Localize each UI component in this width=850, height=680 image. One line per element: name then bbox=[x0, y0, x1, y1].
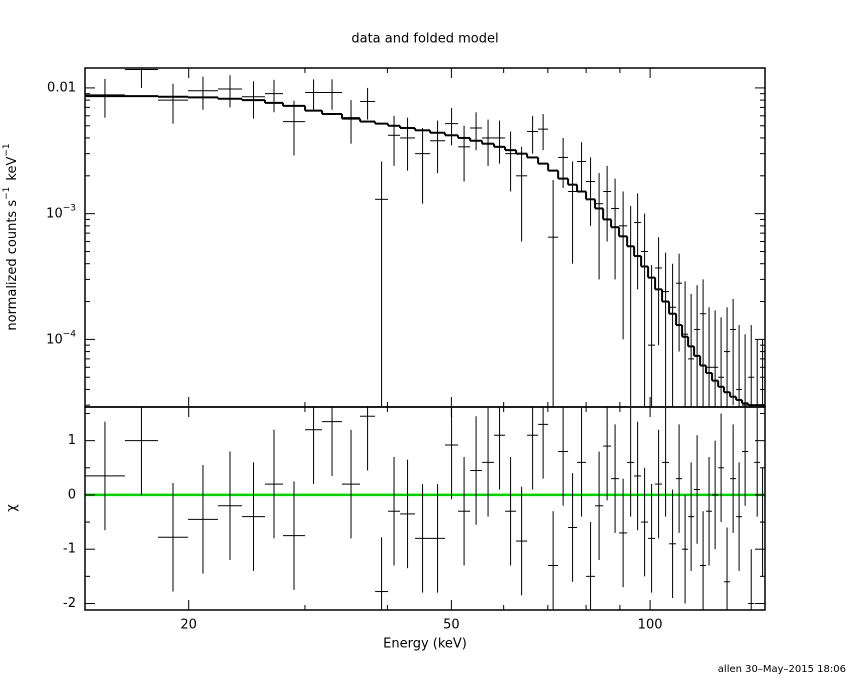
y2-tick-label: 1 bbox=[68, 433, 76, 448]
y-axis-label-exponent: −1 bbox=[2, 187, 12, 200]
y-tick-label-base: 10 bbox=[46, 332, 63, 347]
y-tick-label: 10−4 bbox=[46, 329, 76, 347]
x-tick-label: 20 bbox=[180, 618, 197, 633]
residual-panel bbox=[85, 407, 765, 610]
y2-tick-label: -2 bbox=[63, 596, 76, 611]
y-tick-label-exponent: −4 bbox=[63, 329, 77, 339]
y2-tick-label: 0 bbox=[68, 487, 76, 502]
y-tick-label: 0.01 bbox=[47, 80, 76, 95]
y2-tick-label: -1 bbox=[63, 542, 76, 557]
bottom-frame bbox=[84, 406, 766, 611]
y-tick-label-base: 10 bbox=[46, 206, 63, 221]
footer: allen 30–May–2015 18:06 bbox=[718, 664, 846, 675]
y-axis-label: normalized counts s−1keV−1 bbox=[2, 143, 20, 330]
y-axis-label-exponent: −1 bbox=[2, 143, 12, 156]
y-tick-label-exponent: −3 bbox=[63, 203, 76, 213]
y-tick-label: 10−3 bbox=[46, 203, 76, 221]
chart-title: data and folded model bbox=[351, 32, 498, 47]
x-tick-label: 50 bbox=[443, 618, 460, 633]
y-axis-label-text: normalized counts s bbox=[5, 200, 20, 331]
y-axis-label-text: keV bbox=[5, 157, 20, 181]
x-axis-label: Energy (keV) bbox=[383, 637, 467, 652]
x-tick-label: 100 bbox=[638, 618, 663, 633]
spectrum-panel bbox=[85, 68, 765, 407]
y2-axis-label: χ bbox=[5, 504, 20, 512]
